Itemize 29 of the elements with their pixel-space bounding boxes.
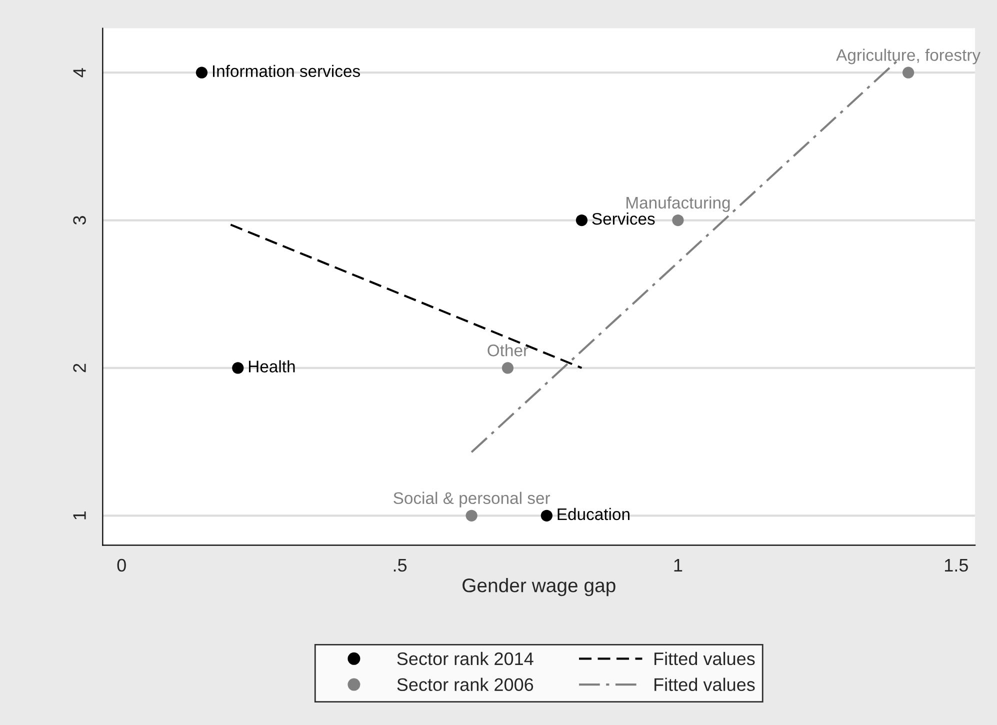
point [196,66,208,78]
point [540,510,552,522]
point [502,362,514,374]
data-label: Services [592,212,655,225]
data-label: Education [558,508,630,520]
point [576,214,588,226]
data-label: Other [488,344,528,356]
point [232,362,244,374]
point [672,214,684,226]
legend-label: Sector rank 2014 [397,652,534,666]
legend-label: Sector rank 2006 [397,678,534,692]
x-axis-title: Gender wage gap [462,578,616,596]
y-tick-label: 4 [73,68,86,78]
y-tick-label: 2 [73,364,86,372]
x-tick-label: 0 [117,558,126,572]
data-label: Manufacturing [626,196,730,212]
legend-label: Fitted values [654,652,755,666]
data-label: Information services [212,64,360,78]
data-label: Social & personal ser [394,492,550,508]
data-label: Health [248,360,295,372]
point [466,510,478,522]
x-tick-label: 1.5 [944,559,968,572]
legend-label: Fitted values [654,678,755,692]
x-tick-label: .5 [394,559,407,572]
y-tick-label: 1 [73,512,86,520]
y-tick-label: 3 [73,216,86,225]
point [902,66,914,78]
data-label: Agriculture, forestry [836,48,981,64]
x-tick-label: 1 [674,559,682,572]
